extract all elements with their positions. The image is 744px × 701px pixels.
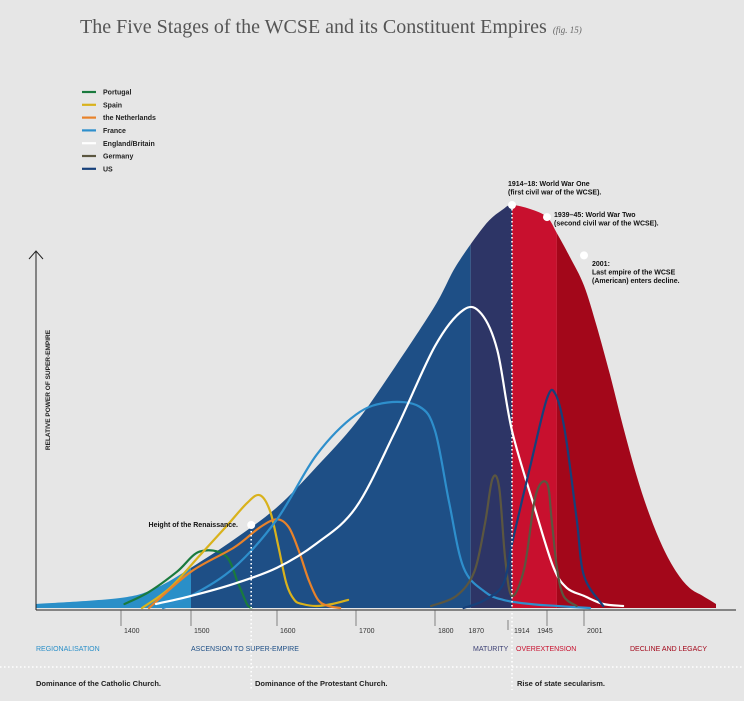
x-tick-label-2001: 2001 [587, 628, 603, 635]
era-label-2: Dominance of the Protestant Church. [255, 679, 388, 688]
series-line-5 [154, 305, 625, 608]
annotation-dot-1945 [543, 213, 551, 222]
x-ticks: 1400 1500 1600 1700 1800 1870 1914 1945 2001 [120, 610, 603, 635]
era-label-1: Dominance of the Catholic Church. [36, 679, 161, 688]
annotation-text-1945: 1939–45: World War Two (second civil war … [554, 212, 659, 228]
stage-bands [36, 205, 716, 608]
legend-label-6: Germany [103, 154, 133, 161]
series-line-4 [161, 400, 592, 610]
x-tick-label-1800: 1800 [438, 628, 454, 635]
era-label-3: Rise of state secularism. [517, 679, 605, 688]
annotation-text-1914: 1914–18: World War One (first civil war o… [508, 181, 601, 197]
annotation-text-1570: Height of the Renaissance. [149, 522, 239, 529]
y-axis-label: RELATIVE POWER OF SUPER-EMPIRE [45, 329, 52, 450]
annotation-dot-1914 [508, 201, 516, 209]
figure-reference: (fig. 15) [553, 25, 582, 35]
legend-label-1: Portugal [103, 90, 131, 97]
stage-label-1: REGIONALISATION [36, 646, 100, 653]
series-line-1 [123, 549, 253, 610]
series-line-6 [430, 474, 578, 608]
series-lines [123, 305, 625, 610]
x-tick-label-1914: 1914 [514, 628, 530, 635]
legend-label-5: England/Britain [103, 141, 155, 148]
x-tick-label-1870: 1870 [468, 628, 484, 635]
stage-band-5 [556, 205, 716, 608]
x-tick-label-1600: 1600 [280, 628, 296, 635]
annotation-dot-2001 [580, 251, 588, 260]
x-tick-label-1945: 1945 [537, 628, 553, 635]
legend-label-7: US [103, 166, 113, 173]
stage-band-3 [470, 205, 512, 608]
series-line-2 [140, 493, 350, 610]
x-tick-label-1700: 1700 [359, 628, 375, 635]
stage-labels: REGIONALISATION ASCENSION TO SUPER-EMPIRE… [36, 646, 707, 653]
stage-label-3: MATURITY [473, 646, 509, 653]
era-labels: Dominance of the Catholic Church. Dominan… [36, 679, 605, 688]
annotations: 1914–18: World War One (first civil war o… [149, 181, 680, 529]
legend-label-2: Spain [103, 102, 122, 109]
chart-title: The Five Stages of the WCSE and its Cons… [80, 16, 582, 38]
series-line-7 [462, 388, 605, 610]
guide-lines [0, 205, 744, 690]
stage-label-4: OVEREXTENSION [516, 646, 576, 653]
series-line-3 [147, 518, 342, 610]
stage-label-2: ASCENSION TO SUPER-EMPIRE [191, 646, 299, 653]
legend-label-4: France [103, 128, 126, 135]
stage-band-4 [512, 205, 557, 608]
y-axis-arrow-icon [28, 250, 44, 260]
stage-label-5: DECLINE AND LEGACY [630, 646, 707, 653]
stage-band-1 [36, 205, 191, 608]
x-tick-label-1500: 1500 [194, 628, 210, 635]
annotation-dot-1570 [247, 521, 256, 529]
x-tick-label-1400: 1400 [124, 628, 140, 635]
legend-label-3: the Netherlands [103, 115, 156, 122]
legend: Portugal Spain the Netherlands France Englan… [82, 90, 156, 173]
axes [28, 250, 736, 611]
annotation-text-2001: 2001: Last empire of the WCSE (American) e… [592, 261, 680, 285]
stage-band-2 [191, 205, 471, 608]
